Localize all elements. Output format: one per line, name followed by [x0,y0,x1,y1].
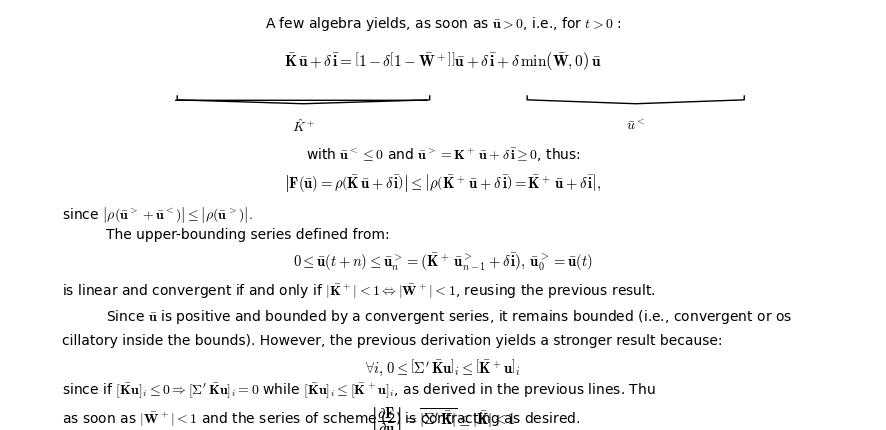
Text: since $\left|\rho(\bar{\mathbf{u}}^> + \bar{\mathbf{u}}^<)\right| \leq \left|\rh: since $\left|\rho(\bar{\mathbf{u}}^> + \… [62,204,253,224]
Text: The upper-bounding series defined from:: The upper-bounding series defined from: [106,228,390,242]
Text: with $\bar{\mathbf{u}}^< \leq 0$ and $\bar{\mathbf{u}}^> = \mathbf{K}^+\,\bar{\m: with $\bar{\mathbf{u}}^< \leq 0$ and $\b… [306,146,580,163]
Text: Since $\bar{\mathbf{u}}$ is positive and bounded by a convergent series, it rema: Since $\bar{\mathbf{u}}$ is positive and… [106,307,792,326]
Text: cillatory inside the bounds). However, the previous derivation yields a stronger: cillatory inside the bounds). However, t… [62,333,722,347]
Text: $\forall i,\, 0 \leq \left[\Sigma'\,\bar{\mathbf{K}}\mathbf{u}\right]_i \leq \le: $\forall i,\, 0 \leq \left[\Sigma'\,\bar… [365,357,521,377]
Text: $\hat{K}^+$: $\hat{K}^+$ [291,118,315,135]
Text: $\bar{u}^<$: $\bar{u}^<$ [626,118,645,133]
Text: $\left|\mathbf{F}(\bar{\mathbf{u}}) = \rho\left(\bar{\mathbf{K}}\,\bar{\mathbf{u: $\left|\mathbf{F}(\bar{\mathbf{u}}) = \r… [284,172,602,194]
Text: $0 \leq \bar{\mathbf{u}}(t+n) \leq \bar{\mathbf{u}}_n^> = \left(\bar{\mathbf{K}}: $0 \leq \bar{\mathbf{u}}(t+n) \leq \bar{… [293,252,593,273]
Text: $\left|\dfrac{\partial\mathbf{F}}{\partial\mathbf{u}}\right| = \overline{|\Sigma: $\left|\dfrac{\partial\mathbf{F}}{\parti… [370,405,516,430]
Text: A few algebra yields, as soon as $\bar{\mathbf{u}} > 0$, i.e., for $t > 0$ :: A few algebra yields, as soon as $\bar{\… [265,15,621,33]
Text: since if $[\bar{\mathbf{K}}\mathbf{u}]_i \leq 0 \Rightarrow [\Sigma'\,\bar{\math: since if $[\bar{\mathbf{K}}\mathbf{u}]_i… [62,381,656,399]
Text: is linear and convergent if and only if $|\bar{\mathbf{K}}^+| < 1 \Leftrightarro: is linear and convergent if and only if … [62,282,656,300]
Text: $\bar{\mathbf{K}}\,\bar{\mathbf{u}} + \delta\,\bar{\mathbf{i}} = \left[1 - \delt: $\bar{\mathbf{K}}\,\bar{\mathbf{u}} + \d… [284,49,602,71]
Text: as soon as $|\bar{\mathbf{W}}^+| < 1$ and the series of scheme (2) is contractin: as soon as $|\bar{\mathbf{W}}^+| < 1$ an… [62,410,580,428]
